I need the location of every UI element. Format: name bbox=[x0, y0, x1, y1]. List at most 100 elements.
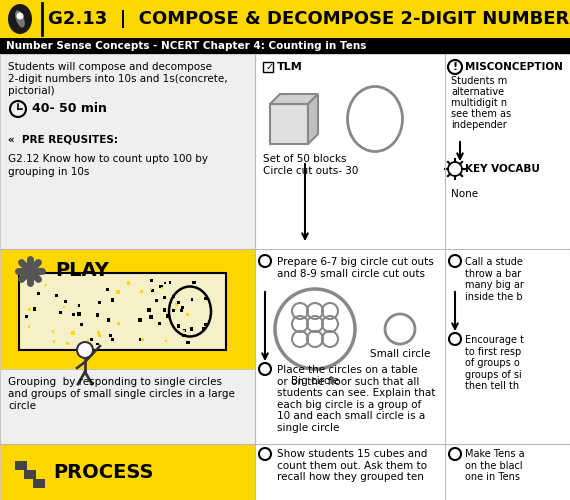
FancyBboxPatch shape bbox=[55, 294, 58, 298]
FancyBboxPatch shape bbox=[150, 279, 153, 282]
Text: None: None bbox=[451, 189, 478, 199]
FancyBboxPatch shape bbox=[192, 280, 196, 284]
Ellipse shape bbox=[15, 10, 25, 28]
FancyBboxPatch shape bbox=[150, 289, 154, 292]
Text: see them as: see them as bbox=[451, 109, 511, 119]
FancyBboxPatch shape bbox=[33, 307, 36, 310]
Text: Call a stude
throw a bar
many big ar
inside the b: Call a stude throw a bar many big ar ins… bbox=[465, 257, 524, 302]
Text: !: ! bbox=[453, 62, 458, 72]
FancyBboxPatch shape bbox=[19, 273, 226, 350]
Text: Prepare 6-7 big circle cut outs
and 8-9 small circle cut outs: Prepare 6-7 big circle cut outs and 8-9 … bbox=[277, 257, 434, 278]
FancyBboxPatch shape bbox=[181, 306, 184, 309]
FancyBboxPatch shape bbox=[24, 470, 36, 479]
FancyBboxPatch shape bbox=[15, 461, 27, 470]
FancyBboxPatch shape bbox=[72, 313, 75, 316]
Text: Make Tens a
on the blacl
one in Tens: Make Tens a on the blacl one in Tens bbox=[465, 449, 524, 482]
Circle shape bbox=[77, 342, 93, 358]
FancyBboxPatch shape bbox=[37, 292, 40, 295]
FancyBboxPatch shape bbox=[45, 284, 47, 286]
FancyBboxPatch shape bbox=[87, 339, 89, 341]
FancyBboxPatch shape bbox=[150, 288, 152, 290]
Text: G2.13  |  COMPOSE & DECOMPOSE 2-DIGIT NUMBERS: G2.13 | COMPOSE & DECOMPOSE 2-DIGIT NUMB… bbox=[48, 10, 570, 28]
FancyBboxPatch shape bbox=[445, 444, 570, 500]
FancyBboxPatch shape bbox=[0, 0, 570, 38]
FancyBboxPatch shape bbox=[111, 298, 115, 302]
FancyBboxPatch shape bbox=[255, 444, 445, 500]
Text: G2.12 Know how to count upto 100 by: G2.12 Know how to count upto 100 by bbox=[8, 154, 208, 164]
FancyBboxPatch shape bbox=[0, 369, 255, 444]
FancyBboxPatch shape bbox=[64, 300, 67, 302]
FancyBboxPatch shape bbox=[163, 308, 166, 312]
FancyBboxPatch shape bbox=[0, 38, 570, 54]
FancyBboxPatch shape bbox=[204, 323, 207, 326]
FancyBboxPatch shape bbox=[160, 284, 163, 288]
FancyBboxPatch shape bbox=[191, 298, 193, 301]
FancyBboxPatch shape bbox=[182, 334, 186, 337]
FancyBboxPatch shape bbox=[175, 302, 178, 306]
FancyBboxPatch shape bbox=[127, 281, 130, 284]
Text: multidigit n: multidigit n bbox=[451, 98, 507, 108]
Text: PLAY: PLAY bbox=[55, 262, 109, 280]
Text: Set of 50 blocks
Circle cut outs- 30: Set of 50 blocks Circle cut outs- 30 bbox=[263, 154, 359, 176]
FancyBboxPatch shape bbox=[445, 54, 570, 249]
FancyBboxPatch shape bbox=[25, 315, 28, 318]
FancyBboxPatch shape bbox=[163, 296, 166, 298]
FancyBboxPatch shape bbox=[80, 323, 83, 326]
FancyBboxPatch shape bbox=[186, 340, 190, 344]
Text: Big circle: Big circle bbox=[291, 376, 339, 386]
FancyBboxPatch shape bbox=[96, 342, 99, 345]
Text: Grouping  by responding to single circles: Grouping by responding to single circles bbox=[8, 377, 222, 387]
Text: TLM: TLM bbox=[277, 62, 303, 72]
Text: grouping in 10s: grouping in 10s bbox=[8, 167, 89, 177]
FancyBboxPatch shape bbox=[140, 290, 142, 293]
FancyBboxPatch shape bbox=[107, 318, 111, 322]
FancyBboxPatch shape bbox=[183, 330, 185, 332]
FancyBboxPatch shape bbox=[203, 298, 206, 300]
FancyBboxPatch shape bbox=[52, 340, 55, 343]
Polygon shape bbox=[308, 94, 318, 144]
FancyBboxPatch shape bbox=[141, 338, 144, 340]
FancyBboxPatch shape bbox=[111, 338, 114, 341]
FancyBboxPatch shape bbox=[139, 318, 141, 322]
FancyBboxPatch shape bbox=[182, 328, 186, 332]
Text: Show students 15 cubes and
count them out. Ask them to
recall how they grouped t: Show students 15 cubes and count them ou… bbox=[277, 449, 428, 482]
Text: Number Sense Concepts - NCERT Chapter 4: Counting in Tens: Number Sense Concepts - NCERT Chapter 4:… bbox=[6, 41, 367, 51]
FancyBboxPatch shape bbox=[107, 288, 109, 290]
Text: 40- 50 min: 40- 50 min bbox=[32, 102, 107, 116]
FancyBboxPatch shape bbox=[96, 313, 99, 316]
FancyBboxPatch shape bbox=[63, 306, 66, 308]
Text: independer: independer bbox=[451, 120, 507, 130]
FancyBboxPatch shape bbox=[77, 312, 81, 316]
FancyBboxPatch shape bbox=[161, 288, 163, 290]
FancyBboxPatch shape bbox=[445, 249, 570, 444]
FancyBboxPatch shape bbox=[172, 295, 175, 298]
FancyBboxPatch shape bbox=[165, 314, 169, 318]
Text: 2-digit numbers into 10s and 1s(concrete,: 2-digit numbers into 10s and 1s(concrete… bbox=[8, 74, 227, 84]
Text: «  PRE REQUSITES:: « PRE REQUSITES: bbox=[8, 134, 118, 144]
FancyBboxPatch shape bbox=[177, 302, 180, 304]
Circle shape bbox=[22, 263, 38, 279]
FancyBboxPatch shape bbox=[202, 327, 205, 330]
Text: KEY VOCABU: KEY VOCABU bbox=[465, 164, 540, 174]
FancyBboxPatch shape bbox=[98, 301, 101, 304]
FancyBboxPatch shape bbox=[148, 308, 151, 312]
FancyBboxPatch shape bbox=[59, 310, 62, 314]
FancyBboxPatch shape bbox=[149, 315, 153, 319]
FancyBboxPatch shape bbox=[177, 324, 180, 328]
Circle shape bbox=[17, 12, 23, 20]
Text: and groups of small single circles in a large: and groups of small single circles in a … bbox=[8, 389, 235, 399]
FancyBboxPatch shape bbox=[99, 334, 101, 336]
FancyBboxPatch shape bbox=[181, 309, 184, 312]
FancyBboxPatch shape bbox=[97, 331, 100, 334]
FancyBboxPatch shape bbox=[78, 304, 80, 307]
Text: ✓: ✓ bbox=[266, 62, 274, 72]
FancyBboxPatch shape bbox=[164, 282, 166, 284]
Text: Small circle: Small circle bbox=[370, 349, 430, 359]
FancyBboxPatch shape bbox=[71, 332, 75, 334]
Polygon shape bbox=[270, 94, 318, 104]
FancyBboxPatch shape bbox=[172, 309, 174, 312]
FancyBboxPatch shape bbox=[52, 330, 54, 333]
FancyBboxPatch shape bbox=[0, 249, 255, 444]
Text: alternative: alternative bbox=[451, 87, 504, 97]
Text: circle: circle bbox=[8, 401, 36, 411]
